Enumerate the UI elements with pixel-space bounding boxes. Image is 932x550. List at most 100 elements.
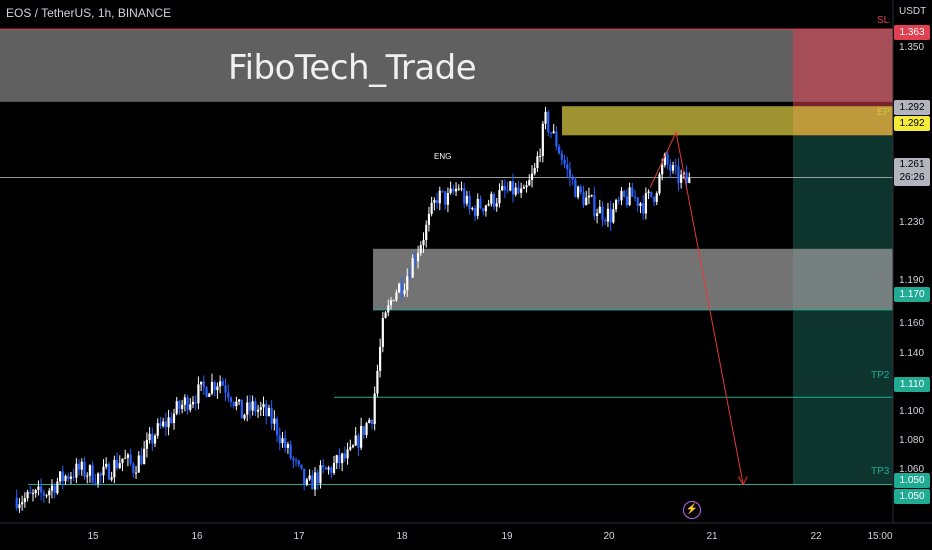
candle-body xyxy=(346,449,349,459)
candle-body xyxy=(604,219,607,222)
candle-body xyxy=(156,423,159,436)
candle-body xyxy=(617,200,620,202)
candle-body xyxy=(566,164,569,170)
candle-body xyxy=(680,174,683,183)
candle-body xyxy=(506,190,509,192)
tp3-price-label: 1.050 xyxy=(894,473,930,488)
candle-body xyxy=(552,131,555,134)
price-tick-label: 1.140 xyxy=(899,347,925,359)
candle-body xyxy=(360,426,363,448)
candle-body xyxy=(514,187,517,195)
candle-body xyxy=(671,165,675,171)
lightning-icon[interactable]: ⚡ xyxy=(683,501,701,519)
candle-body xyxy=(80,461,83,470)
candle-body xyxy=(208,393,211,397)
candle-body xyxy=(197,384,200,404)
candle-body xyxy=(99,473,102,476)
candle-body xyxy=(406,276,409,291)
candle-body xyxy=(240,399,243,419)
candle-body xyxy=(362,426,365,436)
tp2-price-label: 1.110 xyxy=(894,377,930,392)
candle-body xyxy=(21,502,24,505)
candle-body xyxy=(411,258,414,278)
candle-body xyxy=(42,492,45,496)
last-price-label: 1.050 xyxy=(894,489,930,504)
candle-body xyxy=(655,193,658,202)
candle-body xyxy=(67,475,70,479)
candle-body xyxy=(530,173,534,181)
candle-body xyxy=(652,196,656,202)
candle-body xyxy=(205,387,208,397)
candle-body xyxy=(528,180,531,186)
candle-body xyxy=(259,407,262,410)
candle-body xyxy=(498,190,501,204)
candle-body xyxy=(246,402,249,415)
candle-body xyxy=(191,401,195,405)
candle-body xyxy=(674,165,677,167)
candle-body xyxy=(270,407,273,424)
candle-body xyxy=(286,444,290,448)
candle-body xyxy=(338,455,341,464)
candle-body xyxy=(495,203,498,207)
candle-body xyxy=(414,258,417,262)
candle-body xyxy=(332,462,336,473)
candle-body xyxy=(15,497,18,509)
candle-body xyxy=(61,471,64,482)
candle-body xyxy=(319,465,322,484)
candle-body xyxy=(533,168,536,174)
candle-body xyxy=(115,459,119,469)
candle-body xyxy=(468,195,471,209)
demand-zone xyxy=(373,248,893,310)
candle-body xyxy=(194,401,197,404)
candle-body xyxy=(202,381,205,388)
candle-body xyxy=(444,191,447,205)
candle-body xyxy=(224,385,227,393)
candle-body xyxy=(511,181,515,195)
candle-body xyxy=(327,467,330,470)
candle-body xyxy=(365,422,368,436)
candle-body xyxy=(568,169,572,178)
candle-body xyxy=(460,188,463,190)
candle-body xyxy=(341,453,344,464)
candle-body xyxy=(555,131,558,147)
candle-body xyxy=(354,435,357,446)
candle-body xyxy=(433,200,436,203)
candle-body xyxy=(170,417,173,424)
time-tick-label: 18 xyxy=(396,531,408,542)
time-tick-label: 15:00 xyxy=(867,531,893,542)
candle-body xyxy=(503,186,506,191)
candle-body xyxy=(661,165,664,175)
tp3-tag: TP3 xyxy=(871,466,890,477)
candle-body xyxy=(172,413,176,424)
candle-body xyxy=(83,461,86,477)
candle-body xyxy=(37,486,40,490)
candle-body xyxy=(636,197,639,206)
candle-body xyxy=(181,404,184,409)
candle-body xyxy=(490,193,493,204)
candle-body xyxy=(425,224,428,241)
candle-body xyxy=(300,464,303,469)
candle-body xyxy=(658,174,661,194)
candle-body xyxy=(688,177,691,184)
candle-body xyxy=(395,292,398,301)
bar-countdown: 26:26 xyxy=(899,172,925,183)
candle-body xyxy=(183,397,186,405)
candle-body xyxy=(509,181,512,191)
candle-body xyxy=(143,448,146,465)
candle-body xyxy=(398,283,401,293)
candle-body xyxy=(685,172,688,184)
candle-body xyxy=(124,457,127,459)
candle-body xyxy=(441,190,444,192)
candle-body xyxy=(121,458,124,464)
time-tick-label: 22 xyxy=(810,531,822,542)
price-tick-label: 1.160 xyxy=(899,318,925,330)
price-tick-label: 1.350 xyxy=(899,42,925,53)
candle-body xyxy=(614,200,618,210)
candle-body xyxy=(471,208,474,210)
candle-body xyxy=(384,312,387,318)
candle-body xyxy=(620,190,623,201)
time-tick-label: 20 xyxy=(603,531,615,542)
candle-body xyxy=(349,447,352,450)
candle-body xyxy=(379,346,382,371)
